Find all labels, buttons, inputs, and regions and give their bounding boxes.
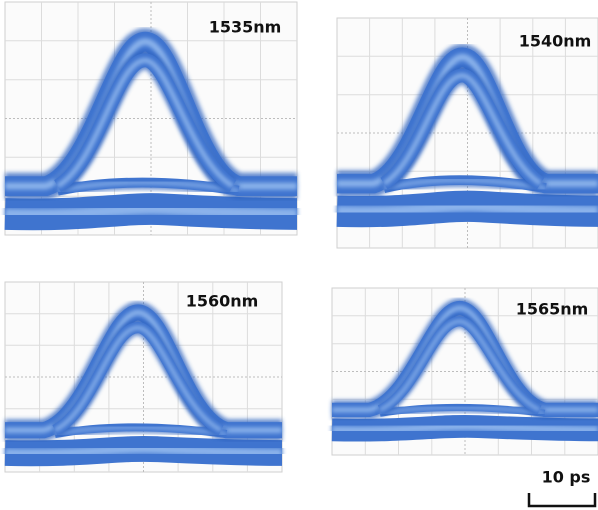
wavelength-label: 1535nm [209,18,282,37]
scale-bracket [529,493,595,506]
eye-trace-core [332,426,598,430]
figure: 1535nm 1540nm 1560nm 1565nm 10 ps [0,0,598,510]
scale-label: 10 ps [542,468,591,487]
eye-trace-core [5,449,282,453]
eye-trace-core [337,206,598,211]
wavelength-label: 1565nm [516,300,589,319]
eye-trace-core [5,209,297,214]
eye-panel: 1535nm [5,2,297,235]
eye-panel: 1560nm [5,282,282,472]
eye-panel: 1565nm [332,288,598,455]
wavelength-label: 1540nm [519,32,592,51]
wavelength-label: 1560nm [186,292,259,311]
eye-panel: 1540nm [337,18,598,248]
scale-bar: 10 ps [529,468,595,507]
